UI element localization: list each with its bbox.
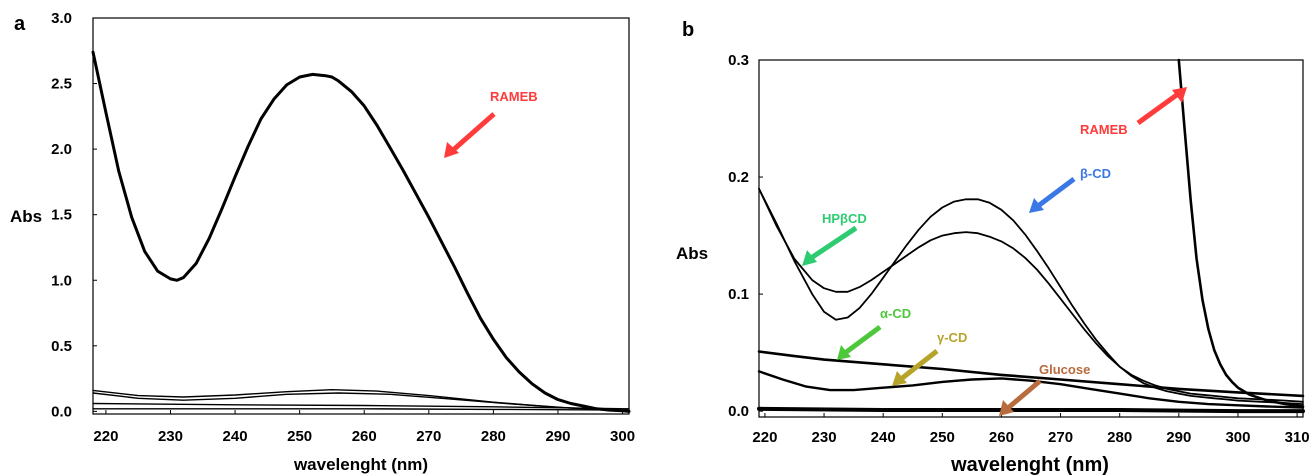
x-ticks-a: 220 230 240 250 260 270 280 290 300 — [93, 410, 635, 445]
plot-frame-a — [92, 17, 630, 415]
annotation-label-gamma-cd: γ-CD — [937, 330, 967, 345]
x-tick-label-a: 220 — [93, 428, 118, 445]
annotation-arrow-alpha-cd — [843, 324, 882, 356]
x-tick-label-b: 250 — [930, 429, 955, 446]
y-tick-label-b: 0.0 — [728, 403, 749, 420]
y-ticks-b: 0.0 0.1 0.2 0.3 — [728, 52, 763, 420]
x-tick-label-a: 240 — [223, 428, 248, 445]
annotation-arrowhead-beta-cd — [1029, 198, 1044, 213]
y-tick-label-a: 3.0 — [51, 10, 72, 27]
y-tick-label-b: 0.2 — [728, 169, 749, 186]
annotation-arrowhead-gamma-cd — [892, 371, 907, 386]
annotation-arrowhead-alpha-cd — [837, 345, 851, 360]
y-tick-label-a: 0.0 — [51, 403, 72, 420]
annotation-glucose: Glucose — [999, 362, 1090, 416]
series-line-b--cd — [757, 350, 1305, 398]
annotation-label-glucose: Glucose — [1039, 362, 1090, 377]
x-ticks-b: 220 230 240 250 260 270 280 290 300 310 — [752, 413, 1309, 446]
y-tick-label-a: 1.5 — [51, 207, 72, 224]
annotation-rameb-a: RAMEB — [444, 89, 538, 158]
annotation-label-hpbcd: HPβCD — [822, 211, 867, 226]
y-axis-label-b: Abs — [676, 244, 708, 263]
x-axis-label-a: wavelenght (nm) — [293, 455, 428, 474]
x-tick-label-b: 300 — [1225, 429, 1250, 446]
annotation-label-alpha-cd: α-CD — [880, 306, 911, 321]
series-line-b--cd — [757, 370, 1305, 409]
series-line-a-series-3 — [92, 392, 630, 412]
y-ticks-a: 0.0 0.5 1.0 1.5 2.0 2.5 3.0 — [51, 10, 97, 420]
x-axis-label-b: wavelenght (nm) — [950, 454, 1109, 475]
annotation-arrow-beta-cd — [1036, 177, 1076, 208]
annotation-arrowhead-rameb-b — [1172, 87, 1187, 103]
series-group-b — [757, 58, 1305, 414]
y-tick-label-a: 2.0 — [51, 141, 72, 158]
x-tick-label-a: 250 — [287, 428, 312, 445]
x-tick-label-b: 220 — [752, 429, 777, 446]
x-tick-label-a: 290 — [545, 428, 570, 445]
x-tick-label-a: 300 — [610, 428, 635, 445]
y-tick-label-b: 0.3 — [728, 52, 749, 69]
series-line-a-series-5 — [92, 408, 630, 411]
y-axis-label-a: Abs — [10, 207, 42, 226]
y-tick-label-a: 0.5 — [51, 338, 72, 355]
x-tick-label-b: 290 — [1166, 429, 1191, 446]
series-group-a — [91, 50, 631, 413]
annotation-label-rameb-a: RAMEB — [490, 89, 538, 104]
plot-frame-b — [758, 59, 1304, 418]
panel-b: b 0.0 0.1 0.2 0.3 220 230 240 250 260 270 280 290 3… — [676, 19, 1309, 475]
series-line-b-glucose — [757, 406, 1305, 414]
x-tick-label-b: 280 — [1107, 429, 1132, 446]
x-tick-label-a: 230 — [158, 428, 183, 445]
series-line-b-hp-cd — [758, 187, 1304, 403]
y-tick-label-a: 2.5 — [51, 76, 72, 93]
annotation-label-rameb-b: RAMEB — [1080, 122, 1128, 137]
panel-letter-b: b — [682, 19, 694, 41]
panel-letter-a: a — [14, 13, 26, 35]
annotation-arrow-rameb-b — [1136, 91, 1180, 126]
panel-a: a 0.00.51.01.52.02.53.0 220 230 240 250 260 2… — [10, 10, 635, 474]
y-tick-label-a: 1.0 — [51, 272, 72, 289]
annotation-arrow-gamma-cd — [899, 349, 939, 381]
series-line-a-rameb — [91, 50, 631, 413]
series-line-a-series-4 — [92, 402, 630, 410]
annotation-label-beta-cd: β-CD — [1080, 166, 1111, 181]
x-tick-label-a: 270 — [416, 428, 441, 445]
x-tick-label-b: 260 — [989, 429, 1014, 446]
x-tick-label-a: 280 — [481, 428, 506, 445]
y-tick-label-b: 0.1 — [728, 286, 749, 303]
annotation-rameb-b: RAMEB — [1080, 87, 1187, 137]
annotation-arrow-rameb-a — [450, 112, 496, 153]
series-line-b-rameb — [1177, 58, 1305, 408]
annotation-arrowhead-rameb-a — [444, 142, 459, 158]
annotation-beta-cd: β-CD — [1029, 166, 1111, 213]
annotation-arrow-hpbcd — [809, 225, 858, 261]
series-line-b--cd — [758, 187, 1304, 405]
annotation-arrowhead-glucose — [999, 400, 1014, 416]
annotation-hpbcd: HPβCD — [802, 211, 867, 266]
x-tick-label-b: 240 — [871, 429, 896, 446]
annotation-gamma-cd: γ-CD — [892, 330, 967, 386]
annotation-alpha-cd: α-CD — [837, 306, 911, 360]
x-tick-label-a: 260 — [352, 428, 377, 445]
annotation-arrowhead-hpbcd — [802, 250, 817, 266]
annotation-arrow-glucose — [1006, 379, 1042, 410]
x-tick-label-b: 310 — [1285, 429, 1309, 446]
x-tick-label-b: 230 — [812, 429, 837, 446]
x-tick-label-b: 270 — [1048, 429, 1073, 446]
